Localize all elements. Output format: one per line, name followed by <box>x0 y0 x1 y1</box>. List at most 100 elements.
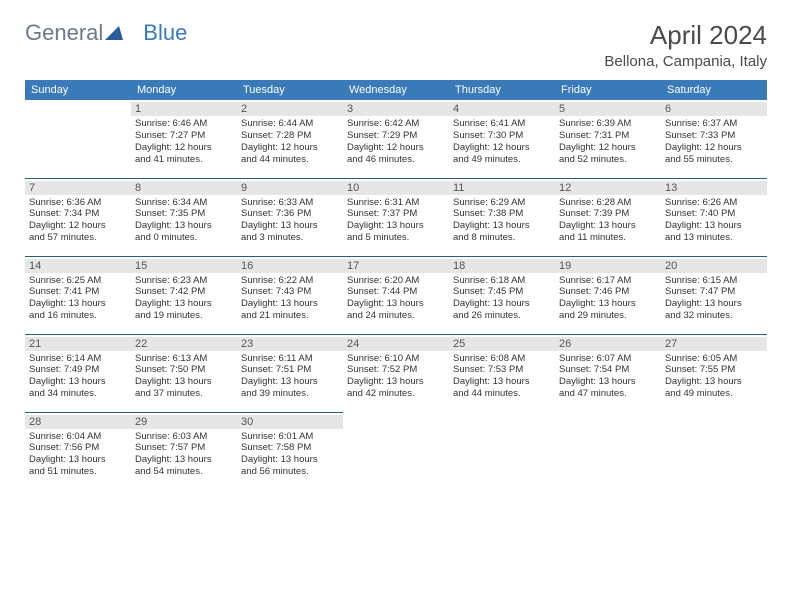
day-sunrise: Sunrise: 6:26 AM <box>665 197 763 209</box>
day-sunset: Sunset: 7:56 PM <box>29 442 127 454</box>
day-sunset: Sunset: 7:38 PM <box>453 208 551 220</box>
day-daylight2: and 37 minutes. <box>135 388 233 400</box>
day-daylight2: and 39 minutes. <box>241 388 339 400</box>
location-text: Bellona, Campania, Italy <box>604 53 767 70</box>
day-sunset: Sunset: 7:52 PM <box>347 364 445 376</box>
day-daylight2: and 55 minutes. <box>665 154 763 166</box>
day-daylight1: Daylight: 13 hours <box>453 376 551 388</box>
day-daylight1: Daylight: 13 hours <box>347 376 445 388</box>
day-sunset: Sunset: 7:34 PM <box>29 208 127 220</box>
day-info: Sunrise: 6:37 AMSunset: 7:33 PMDaylight:… <box>665 118 763 166</box>
day-daylight2: and 0 minutes. <box>135 232 233 244</box>
day-sunrise: Sunrise: 6:07 AM <box>559 353 657 365</box>
calendar-day-cell: 29Sunrise: 6:03 AMSunset: 7:57 PMDayligh… <box>131 412 237 490</box>
day-number: 20 <box>661 259 767 273</box>
calendar-day-cell: 27Sunrise: 6:05 AMSunset: 7:55 PMDayligh… <box>661 334 767 412</box>
day-daylight1: Daylight: 13 hours <box>453 220 551 232</box>
day-daylight1: Daylight: 13 hours <box>241 220 339 232</box>
day-number: 25 <box>449 337 555 351</box>
day-daylight1: Daylight: 13 hours <box>241 454 339 466</box>
day-daylight1: Daylight: 13 hours <box>135 220 233 232</box>
day-sunrise: Sunrise: 6:39 AM <box>559 118 657 130</box>
calendar-week-row: 21 Sunrise: 6:14 AMSunset: 7:49 PMDayligh… <box>25 334 767 412</box>
calendar-day-cell: 25Sunrise: 6:08 AMSunset: 7:53 PMDayligh… <box>449 334 555 412</box>
day-sunset: Sunset: 7:40 PM <box>665 208 763 220</box>
day-sunrise: Sunrise: 6:10 AM <box>347 353 445 365</box>
day-sunset: Sunset: 7:47 PM <box>665 286 763 298</box>
day-daylight2: and 24 minutes. <box>347 310 445 322</box>
day-number: 21 <box>25 337 131 351</box>
day-daylight2: and 42 minutes. <box>347 388 445 400</box>
calendar-day-cell: 19Sunrise: 6:17 AMSunset: 7:46 PMDayligh… <box>555 256 661 334</box>
day-sunset: Sunset: 7:57 PM <box>135 442 233 454</box>
day-info: Sunrise: 6:14 AMSunset: 7:49 PMDaylight:… <box>29 353 127 401</box>
day-sunset: Sunset: 7:43 PM <box>241 286 339 298</box>
day-info: Sunrise: 6:17 AMSunset: 7:46 PMDaylight:… <box>559 275 657 323</box>
calendar-day-cell: 8Sunrise: 6:34 AMSunset: 7:35 PMDaylight… <box>131 178 237 256</box>
day-number: 14 <box>25 259 131 273</box>
day-number: 5 <box>555 102 661 116</box>
day-sunrise: Sunrise: 6:29 AM <box>453 197 551 209</box>
day-info: Sunrise: 6:10 AMSunset: 7:52 PMDaylight:… <box>347 353 445 401</box>
day-info: Sunrise: 6:04 AMSunset: 7:56 PMDaylight:… <box>29 431 127 479</box>
day-daylight2: and 32 minutes. <box>665 310 763 322</box>
day-sunset: Sunset: 7:41 PM <box>29 286 127 298</box>
calendar-day-cell: 6Sunrise: 6:37 AMSunset: 7:33 PMDaylight… <box>661 100 767 178</box>
day-sunset: Sunset: 7:45 PM <box>453 286 551 298</box>
day-info: Sunrise: 6:46 AMSunset: 7:27 PMDaylight:… <box>135 118 233 166</box>
day-daylight2: and 21 minutes. <box>241 310 339 322</box>
calendar-body: 1 Sunrise: 6:46 AMSunset: 7:27 PMDaylight… <box>25 100 767 490</box>
day-daylight1: Daylight: 13 hours <box>135 376 233 388</box>
calendar-day-cell: 9Sunrise: 6:33 AMSunset: 7:36 PMDaylight… <box>237 178 343 256</box>
day-sunrise: Sunrise: 6:23 AM <box>135 275 233 287</box>
day-number: 2 <box>237 102 343 116</box>
day-daylight1: Daylight: 12 hours <box>347 142 445 154</box>
day-sunrise: Sunrise: 6:41 AM <box>453 118 551 130</box>
day-sunrise: Sunrise: 6:20 AM <box>347 275 445 287</box>
day-info: Sunrise: 6:23 AMSunset: 7:42 PMDaylight:… <box>135 275 233 323</box>
day-sunrise: Sunrise: 6:42 AM <box>347 118 445 130</box>
calendar-day-cell: 28Sunrise: 6:04 AMSunset: 7:56 PMDayligh… <box>25 412 131 490</box>
day-sunrise: Sunrise: 6:34 AM <box>135 197 233 209</box>
header: General Blue April 2024 Bellona, Campani… <box>25 20 767 70</box>
day-daylight1: Daylight: 13 hours <box>29 376 127 388</box>
day-number: 4 <box>449 102 555 116</box>
day-info: Sunrise: 6:36 AMSunset: 7:34 PMDaylight:… <box>29 197 127 245</box>
day-sunset: Sunset: 7:31 PM <box>559 130 657 142</box>
day-sunrise: Sunrise: 6:36 AM <box>29 197 127 209</box>
day-daylight1: Daylight: 13 hours <box>559 298 657 310</box>
calendar-day-cell: 15Sunrise: 6:23 AMSunset: 7:42 PMDayligh… <box>131 256 237 334</box>
day-number: 13 <box>661 181 767 195</box>
day-sunrise: Sunrise: 6:46 AM <box>135 118 233 130</box>
day-daylight2: and 57 minutes. <box>29 232 127 244</box>
logo-triangle-icon <box>105 20 123 46</box>
day-sunset: Sunset: 7:35 PM <box>135 208 233 220</box>
day-daylight1: Daylight: 12 hours <box>559 142 657 154</box>
day-number: 11 <box>449 181 555 195</box>
day-daylight2: and 47 minutes. <box>559 388 657 400</box>
day-daylight2: and 16 minutes. <box>29 310 127 322</box>
day-sunrise: Sunrise: 6:33 AM <box>241 197 339 209</box>
day-info: Sunrise: 6:07 AMSunset: 7:54 PMDaylight:… <box>559 353 657 401</box>
day-number: 1 <box>131 102 237 116</box>
day-number: 22 <box>131 337 237 351</box>
day-daylight2: and 26 minutes. <box>453 310 551 322</box>
day-daylight2: and 13 minutes. <box>665 232 763 244</box>
day-daylight2: and 44 minutes. <box>241 154 339 166</box>
day-info: Sunrise: 6:03 AMSunset: 7:57 PMDaylight:… <box>135 431 233 479</box>
day-sunrise: Sunrise: 6:22 AM <box>241 275 339 287</box>
day-daylight1: Daylight: 13 hours <box>665 376 763 388</box>
calendar-day-cell: 4Sunrise: 6:41 AMSunset: 7:30 PMDaylight… <box>449 100 555 178</box>
day-daylight1: Daylight: 13 hours <box>559 376 657 388</box>
day-sunrise: Sunrise: 6:01 AM <box>241 431 339 443</box>
day-daylight1: Daylight: 13 hours <box>665 220 763 232</box>
day-info: Sunrise: 6:39 AMSunset: 7:31 PMDaylight:… <box>559 118 657 166</box>
day-sunrise: Sunrise: 6:28 AM <box>559 197 657 209</box>
day-daylight1: Daylight: 12 hours <box>241 142 339 154</box>
day-sunset: Sunset: 7:36 PM <box>241 208 339 220</box>
calendar-day-cell: 21 Sunrise: 6:14 AMSunset: 7:49 PMDayligh… <box>25 334 131 412</box>
day-sunrise: Sunrise: 6:04 AM <box>29 431 127 443</box>
day-daylight1: Daylight: 13 hours <box>241 376 339 388</box>
day-daylight2: and 52 minutes. <box>559 154 657 166</box>
calendar-day-cell: 13 Sunrise: 6:26 AMSunset: 7:40 PMDayligh… <box>661 178 767 256</box>
